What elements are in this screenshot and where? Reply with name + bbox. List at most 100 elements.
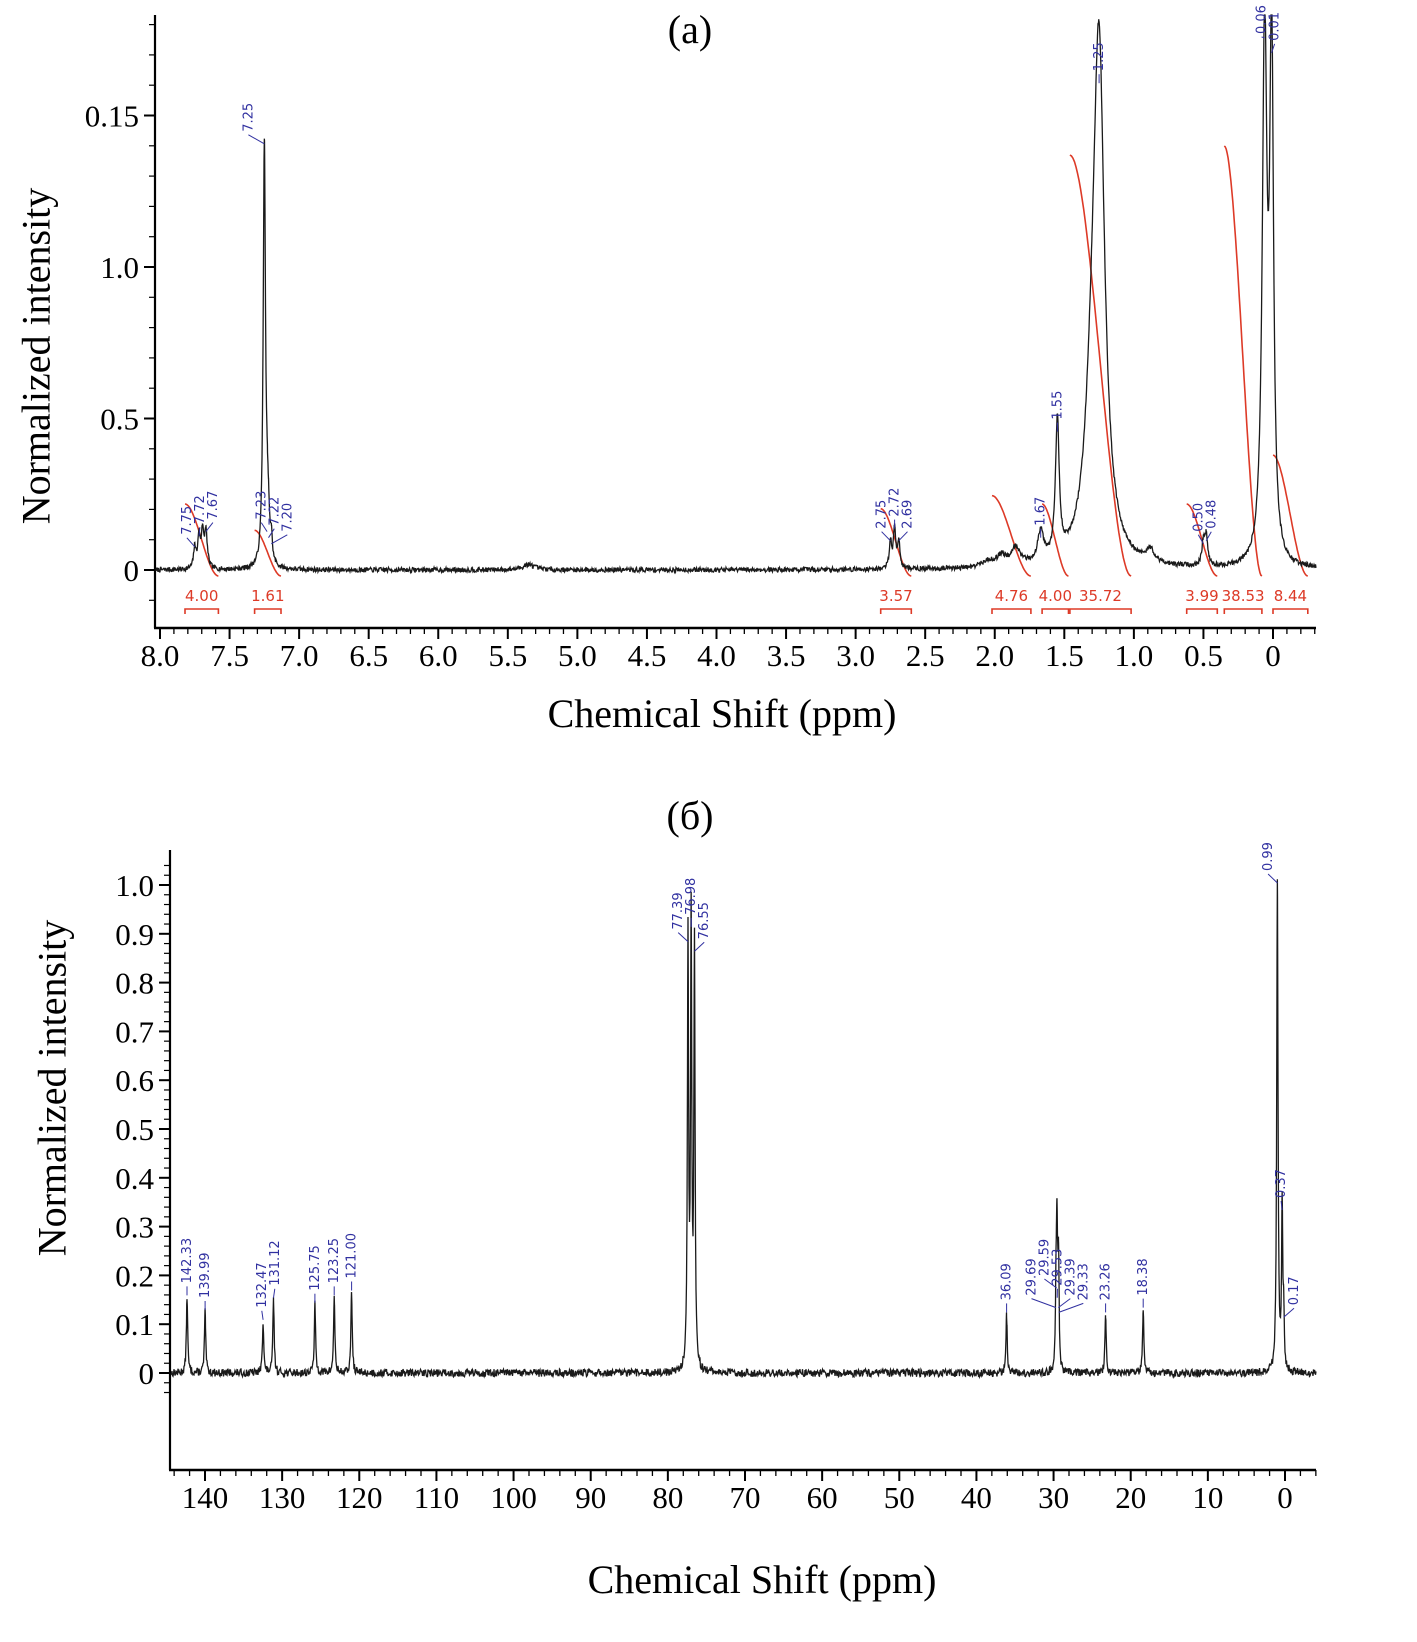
svg-text:123.25: 123.25 (327, 1238, 342, 1284)
svg-text:40: 40 (961, 1480, 992, 1515)
svg-text:142.33: 142.33 (180, 1238, 195, 1284)
svg-text:6.0: 6.0 (419, 638, 458, 673)
svg-text:1.5: 1.5 (1045, 638, 1084, 673)
svg-text:120: 120 (336, 1480, 383, 1515)
svg-text:80: 80 (652, 1480, 683, 1515)
svg-text:0.50: 0.50 (1191, 503, 1206, 532)
svg-text:0.4: 0.4 (115, 1161, 154, 1196)
svg-text:7.20: 7.20 (280, 503, 295, 532)
svg-text:4.0: 4.0 (697, 638, 736, 673)
svg-text:100: 100 (490, 1480, 537, 1515)
svg-text:2.69: 2.69 (901, 500, 916, 529)
svg-text:7.72: 7.72 (193, 495, 208, 524)
svg-text:6.5: 6.5 (349, 638, 388, 673)
svg-text:76.98: 76.98 (684, 878, 699, 915)
svg-text:50: 50 (884, 1480, 915, 1515)
svg-text:7.0: 7.0 (280, 638, 319, 673)
svg-text:7.23: 7.23 (254, 491, 269, 520)
svg-text:0: 0 (1265, 638, 1281, 673)
svg-text:7.67: 7.67 (206, 491, 221, 520)
svg-text:36.09: 36.09 (1000, 1263, 1015, 1300)
svg-text:140: 140 (182, 1480, 229, 1515)
svg-text:29.59: 29.59 (1037, 1239, 1052, 1276)
svg-text:121.00: 121.00 (345, 1233, 360, 1279)
svg-text:8.44: 8.44 (1274, 587, 1307, 605)
svg-text:29.69: 29.69 (1025, 1258, 1040, 1295)
svg-text:0.1: 0.1 (115, 1307, 154, 1342)
svg-text:4.00: 4.00 (185, 587, 218, 605)
svg-text:0.6: 0.6 (115, 1063, 154, 1098)
svg-text:35.72: 35.72 (1079, 587, 1122, 605)
svg-text:77.39: 77.39 (671, 892, 686, 929)
svg-text:4.76: 4.76 (995, 587, 1028, 605)
svg-text:0: 0 (124, 553, 140, 588)
svg-text:3.99: 3.99 (1185, 587, 1218, 605)
svg-text:0.5: 0.5 (1184, 638, 1223, 673)
svg-text:7.75: 7.75 (180, 506, 195, 535)
svg-text:20: 20 (1115, 1480, 1146, 1515)
svg-text:110: 110 (414, 1480, 459, 1515)
svg-text:0.2: 0.2 (115, 1258, 154, 1293)
svg-text:0.9: 0.9 (115, 917, 154, 952)
svg-text:0.48: 0.48 (1204, 500, 1219, 529)
svg-text:3.5: 3.5 (767, 638, 806, 673)
panel-b-title: (б) (666, 793, 714, 838)
svg-text:8.0: 8.0 (141, 638, 180, 673)
svg-text:4.5: 4.5 (628, 638, 667, 673)
svg-text:0.01: 0.01 (1268, 12, 1283, 41)
svg-text:1.55: 1.55 (1050, 391, 1065, 420)
svg-text:0.06: 0.06 (1255, 5, 1270, 34)
svg-text:76.55: 76.55 (697, 902, 712, 939)
svg-text:29.39: 29.39 (1063, 1258, 1078, 1295)
panel-a-1h-spectrum: (а) Normalized intensity 8.0 7.5 7.0 6.5 6.0… (0, 0, 1417, 770)
svg-text:0.5: 0.5 (100, 402, 139, 437)
svg-text:70: 70 (729, 1480, 760, 1515)
svg-text:30: 30 (1038, 1480, 1069, 1515)
svg-text:3.0: 3.0 (836, 638, 875, 673)
svg-text:1.0: 1.0 (1115, 638, 1154, 673)
svg-text:1.0: 1.0 (100, 250, 139, 285)
svg-text:60: 60 (807, 1480, 838, 1515)
panel-b-13c-spectrum: (б) Normalized intensity 140 130 120 110 100… (0, 770, 1417, 1642)
svg-text:0: 0 (1277, 1480, 1293, 1515)
svg-text:10: 10 (1192, 1480, 1223, 1515)
svg-text:7.22: 7.22 (267, 497, 282, 526)
svg-text:0: 0 (139, 1356, 155, 1391)
panel-a-title: (а) (667, 7, 713, 52)
svg-text:29.53: 29.53 (1050, 1249, 1065, 1286)
svg-text:1.25: 1.25 (1092, 42, 1107, 71)
svg-text:29.33: 29.33 (1076, 1263, 1091, 1300)
panel-b-plot: 140 130 120 110 100 90 80 70 60 50 40 30 20 10 000.10.… (115, 842, 1317, 1515)
svg-text:3.57: 3.57 (879, 587, 912, 605)
svg-text:7.25: 7.25 (241, 103, 256, 132)
svg-text:131.12: 131.12 (268, 1240, 283, 1286)
svg-text:2.0: 2.0 (975, 638, 1014, 673)
panel-a-x-axis-title: Chemical Shift (ppm) (547, 691, 897, 736)
svg-text:132.47: 132.47 (255, 1262, 270, 1308)
panel-a-plot: 8.0 7.5 7.0 6.5 6.0 5.5 5.0 4.5 4.0 3.5 3.0 2.5 2.0 1… (85, 5, 1317, 673)
svg-text:23.26: 23.26 (1099, 1263, 1114, 1300)
svg-text:38.53: 38.53 (1222, 587, 1265, 605)
svg-text:0.7: 0.7 (115, 1014, 154, 1049)
svg-text:4.00: 4.00 (1039, 587, 1072, 605)
svg-text:0.3: 0.3 (115, 1210, 154, 1245)
svg-text:139.99: 139.99 (198, 1253, 213, 1299)
svg-text:90: 90 (575, 1480, 606, 1515)
svg-text:1.0: 1.0 (115, 868, 154, 903)
panel-b-x-axis-title: Chemical Shift (ppm) (587, 1557, 937, 1602)
svg-text:5.0: 5.0 (558, 638, 597, 673)
svg-text:130: 130 (259, 1480, 306, 1515)
svg-text:0.37: 0.37 (1274, 1169, 1289, 1198)
svg-text:125.75: 125.75 (308, 1245, 323, 1291)
svg-text:2.75: 2.75 (875, 500, 890, 529)
svg-text:2.5: 2.5 (906, 638, 945, 673)
svg-text:2.72: 2.72 (888, 488, 903, 517)
svg-text:0.99: 0.99 (1261, 842, 1276, 871)
svg-text:0.17: 0.17 (1287, 1276, 1302, 1305)
svg-text:7.5: 7.5 (210, 638, 249, 673)
svg-text:0.8: 0.8 (115, 966, 154, 1001)
svg-text:18.38: 18.38 (1136, 1258, 1151, 1295)
svg-text:5.5: 5.5 (488, 638, 527, 673)
svg-text:0.5: 0.5 (115, 1112, 154, 1147)
